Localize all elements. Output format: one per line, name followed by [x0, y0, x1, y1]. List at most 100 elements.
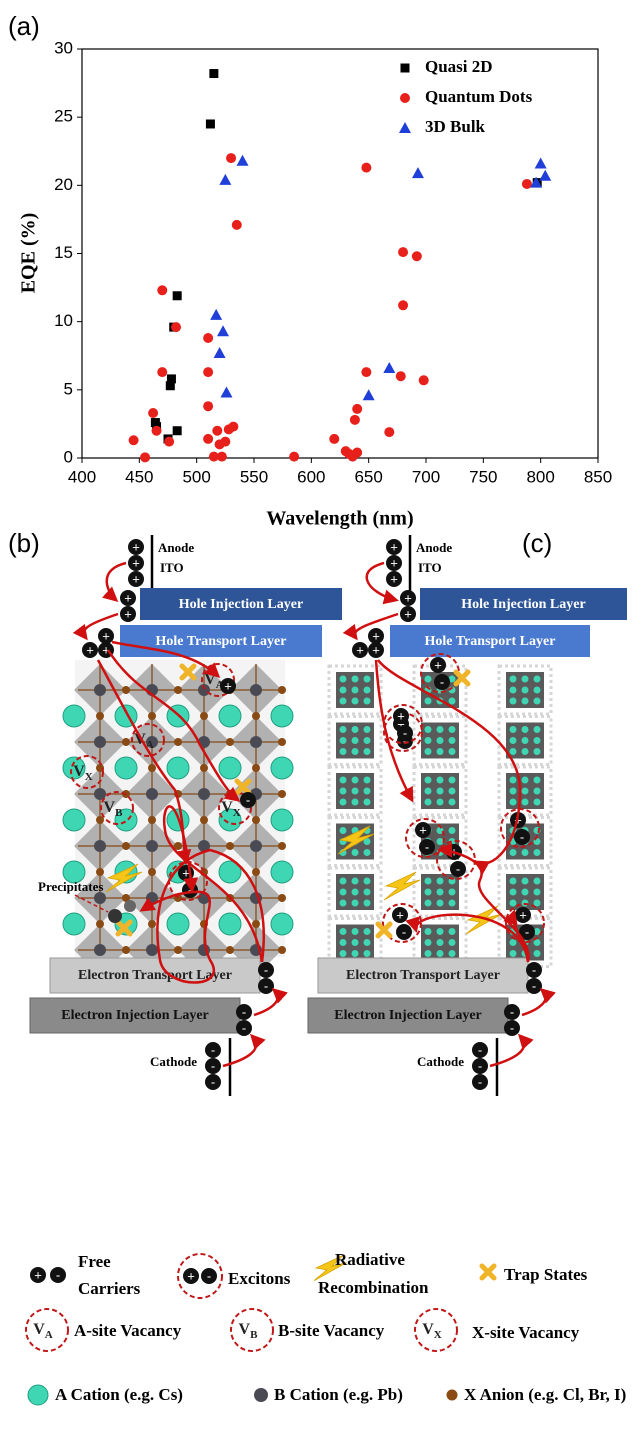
vacancy-site: A	[146, 739, 154, 751]
a-cation	[533, 776, 541, 784]
a-cation	[62, 912, 86, 936]
layer-label: Electron Transport Layer	[346, 968, 500, 983]
carrier-sign: +	[124, 606, 132, 621]
arrow	[342, 612, 399, 641]
carrier-sign: +	[390, 571, 398, 586]
trap-state	[453, 669, 471, 687]
carrier-sign: -	[211, 1058, 215, 1073]
arrow	[222, 1033, 266, 1068]
a-cation	[166, 912, 190, 936]
a-cation	[509, 877, 517, 885]
a-cation	[448, 787, 456, 795]
a-cation	[339, 798, 347, 806]
a-cation	[270, 860, 294, 884]
a-cation	[436, 939, 444, 946]
a-cation	[436, 838, 444, 845]
arrow	[521, 987, 556, 1017]
a-cation	[424, 939, 432, 946]
point	[530, 176, 543, 188]
a-cation	[218, 912, 242, 936]
a-cation	[533, 928, 541, 935]
x-anion	[174, 946, 182, 954]
x-anion	[252, 920, 260, 928]
a-cation	[521, 849, 529, 856]
panel-label: (a)	[8, 11, 40, 41]
vacancy-symbol: V	[422, 1321, 434, 1338]
legend-marker	[399, 122, 411, 133]
point	[210, 308, 223, 320]
ligand-shell	[327, 715, 383, 766]
vacancy-label: VB	[104, 799, 124, 819]
x-anion	[278, 790, 286, 798]
a-cation	[424, 726, 432, 733]
a-cation	[436, 888, 444, 896]
carrier	[472, 1074, 488, 1090]
x-anion	[252, 712, 260, 720]
a-cation	[363, 888, 371, 896]
a-cation	[533, 787, 541, 795]
precipitate	[108, 909, 122, 923]
a-cation	[363, 697, 371, 705]
x-anion	[174, 738, 182, 746]
y-axis-label: EQE (%)	[18, 213, 40, 294]
carrier	[450, 861, 466, 877]
point	[384, 427, 395, 438]
carrier-sign: -	[242, 1004, 246, 1019]
x-tick-label: 650	[354, 467, 382, 486]
arrow	[102, 561, 127, 602]
legend-label: Trap States	[504, 1265, 588, 1284]
point	[228, 421, 239, 432]
point	[362, 389, 375, 401]
carrier-sign: +	[390, 539, 398, 554]
carrier-sign: +	[124, 590, 132, 605]
layer	[317, 957, 529, 994]
vacancy-label: VX	[73, 763, 93, 783]
carrier	[400, 590, 416, 606]
a-cation	[270, 912, 294, 936]
carrier	[183, 1268, 199, 1284]
point	[171, 322, 182, 333]
arrow	[376, 659, 522, 875]
lightning	[105, 863, 143, 893]
x-anion	[226, 842, 234, 850]
x-anion	[148, 712, 156, 720]
legend-label: Radiative	[335, 1250, 405, 1269]
layer-label: Hole Injection Layer	[179, 597, 303, 612]
a-cation	[218, 860, 242, 884]
label: ITO	[160, 560, 184, 575]
b-cation	[198, 684, 210, 696]
carrier-sign: -	[510, 1020, 514, 1035]
legend-label: X Anion (e.g. Cl, Br, I)	[464, 1385, 626, 1404]
x-anion	[252, 816, 260, 824]
a-cation	[509, 849, 517, 856]
a-cation	[448, 748, 456, 755]
pointer	[74, 894, 109, 913]
a-cation	[448, 899, 456, 907]
a-cation	[436, 950, 444, 957]
a-cation	[218, 808, 242, 832]
point	[361, 367, 372, 378]
arrow	[253, 987, 288, 1017]
carrier-sign: +	[434, 657, 442, 672]
a-cation	[509, 675, 517, 683]
a-cation	[62, 860, 86, 884]
point	[165, 381, 175, 391]
vacancy	[70, 755, 104, 789]
a-cation	[363, 798, 371, 806]
a-cation	[351, 675, 359, 683]
carrier	[419, 839, 435, 855]
a-cation	[533, 726, 541, 733]
a-cation	[424, 899, 432, 907]
exciton	[382, 903, 422, 943]
point	[236, 154, 249, 166]
a-cation	[509, 798, 517, 806]
arrow	[139, 848, 265, 984]
point	[220, 436, 231, 447]
point	[352, 447, 363, 458]
ligand-shell	[327, 816, 383, 867]
a-cation	[363, 776, 371, 784]
a-cation	[351, 939, 359, 946]
a-cation	[436, 748, 444, 755]
a-cation	[62, 704, 86, 728]
ligand-shell	[497, 765, 553, 817]
